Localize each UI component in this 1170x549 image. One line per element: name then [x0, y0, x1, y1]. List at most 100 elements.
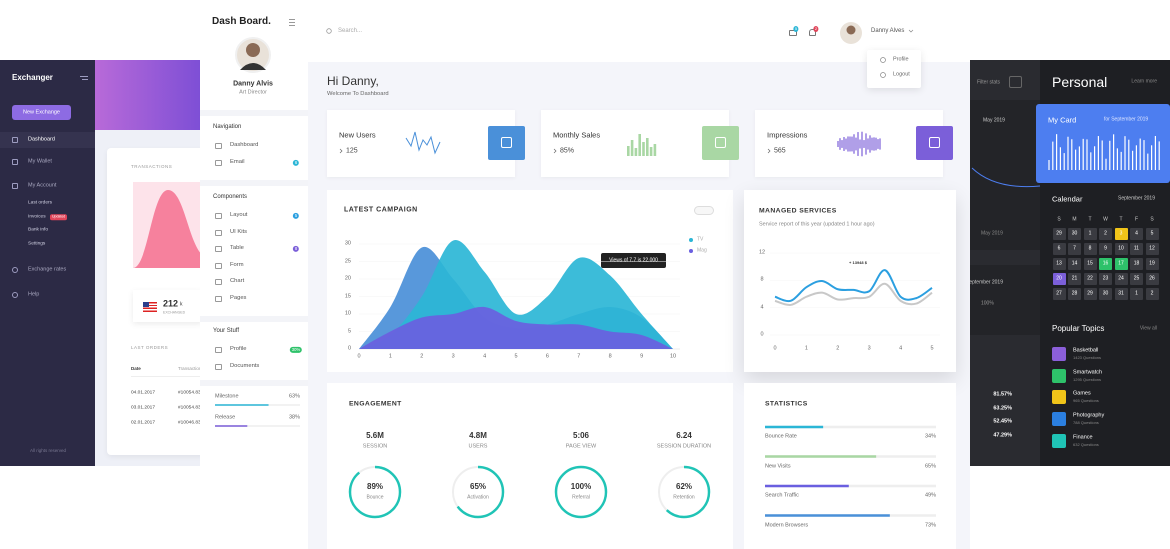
- submenu-item[interactable]: Bank info: [28, 227, 49, 233]
- panel-link[interactable]: Learn more: [1131, 78, 1157, 85]
- day-cell[interactable]: [1083, 243, 1097, 255]
- day-cell[interactable]: [1145, 273, 1159, 285]
- day-cell[interactable]: [1130, 288, 1143, 300]
- day-cell[interactable]: [1130, 228, 1143, 240]
- day-cell[interactable]: [1083, 228, 1097, 240]
- day: 18: [1133, 260, 1140, 267]
- topics-link[interactable]: View all: [1139, 325, 1157, 332]
- nav-item[interactable]: Profile: [230, 346, 247, 353]
- day-cell[interactable]: [1130, 273, 1143, 285]
- topic-name[interactable]: Finance: [1073, 434, 1093, 441]
- nav-item[interactable]: Dashboard: [230, 142, 259, 149]
- day-cell[interactable]: [1130, 243, 1143, 255]
- day-cell[interactable]: [1068, 288, 1081, 300]
- nav-item[interactable]: Email: [230, 158, 245, 165]
- notification-badge: 5: [793, 26, 799, 32]
- stat-card: [541, 110, 729, 177]
- left-app: Exchanger New Exchange Dashboard My Wallet M…: [0, 60, 200, 466]
- day-cell[interactable]: [1099, 288, 1112, 300]
- menu-item[interactable]: My Account: [28, 182, 57, 189]
- legend-label: TV: [697, 236, 704, 243]
- day-cell[interactable]: [1130, 258, 1143, 270]
- campaign-card: [327, 190, 733, 372]
- day-cell[interactable]: [1068, 273, 1081, 285]
- day-cell[interactable]: [1052, 228, 1066, 240]
- day-cell[interactable]: [1052, 288, 1066, 300]
- day-cell[interactable]: [1068, 258, 1081, 270]
- day-cell[interactable]: [1068, 243, 1081, 255]
- menu-toggle[interactable]: [289, 19, 295, 20]
- day-cell[interactable]: [1114, 288, 1128, 300]
- filter-label[interactable]: Filter stats: [977, 79, 1001, 86]
- menu-item[interactable]: My Wallet: [28, 158, 52, 165]
- day-cell[interactable]: [1083, 258, 1097, 270]
- tooltip-text: Views of 7.7 is 22.000: [609, 257, 658, 263]
- nav-item[interactable]: Pages: [230, 294, 247, 301]
- day-cell[interactable]: [1114, 273, 1128, 285]
- menu-item[interactable]: Exchange rates: [28, 266, 67, 273]
- topic-count: 1423 Questions: [1073, 355, 1102, 360]
- brand: Exchanger: [12, 73, 53, 82]
- menu-item[interactable]: Dashboard: [28, 136, 55, 143]
- nav-item[interactable]: Form: [230, 261, 244, 268]
- topic-name[interactable]: Photography: [1073, 412, 1105, 419]
- submenu-item[interactable]: Invoices: [28, 214, 46, 220]
- day-cell[interactable]: [1068, 228, 1081, 240]
- user-name[interactable]: Danny Alves: [871, 28, 905, 34]
- day-cell[interactable]: [1052, 273, 1066, 285]
- day-cell[interactable]: [1145, 288, 1159, 300]
- user-name[interactable]: Danny Alvis: [233, 80, 273, 88]
- day-cell[interactable]: [1114, 243, 1128, 255]
- day: 14: [1071, 260, 1078, 267]
- nav-item[interactable]: Table: [230, 245, 244, 252]
- day-cell[interactable]: [1083, 288, 1097, 300]
- topic-name[interactable]: Smartwatch: [1073, 368, 1103, 375]
- menu-toggle[interactable]: [82, 79, 88, 80]
- button-label[interactable]: New Exchange: [23, 108, 60, 115]
- order-cell: 03.01.2017: [131, 405, 156, 411]
- day-cell[interactable]: [1083, 273, 1097, 285]
- day-cell[interactable]: [1114, 258, 1128, 270]
- filter-icon[interactable]: [1009, 76, 1022, 88]
- day-cell[interactable]: [1099, 273, 1112, 285]
- rate: 81.57%: [993, 391, 1012, 398]
- dropdown-item[interactable]: Profile: [893, 56, 909, 63]
- nav-item[interactable]: Documents: [230, 362, 260, 369]
- day-cell[interactable]: [1099, 243, 1112, 255]
- day-cell[interactable]: [1099, 228, 1112, 240]
- column-header: Date: [131, 365, 141, 371]
- nav-item[interactable]: Chart: [230, 278, 245, 285]
- day-cell[interactable]: [1052, 258, 1066, 270]
- nav-item[interactable]: UI Kits: [230, 228, 248, 235]
- search-input[interactable]: Search...: [338, 28, 363, 34]
- new-exchange-button[interactable]: [12, 105, 71, 120]
- day: 26: [1149, 275, 1155, 282]
- mail-icon[interactable]: [789, 30, 797, 36]
- dropdown-item[interactable]: Logout: [893, 71, 910, 78]
- day: 21: [1071, 275, 1078, 282]
- day-cell[interactable]: [1114, 228, 1128, 240]
- stat-name: Bounce Rate: [765, 433, 797, 440]
- submenu-item[interactable]: Last orders: [28, 200, 52, 206]
- day-cell[interactable]: [1099, 258, 1112, 270]
- nav-item[interactable]: Layout: [230, 212, 248, 219]
- day-cell[interactable]: [1052, 243, 1066, 255]
- menu-item[interactable]: Help: [28, 291, 40, 298]
- topic-name[interactable]: Games: [1073, 390, 1091, 397]
- toggle[interactable]: [694, 206, 714, 215]
- calendar-month[interactable]: September 2019: [1118, 195, 1155, 202]
- bell-icon[interactable]: [809, 29, 816, 36]
- column-header: Transaction: [178, 365, 200, 371]
- menu-icon: [12, 183, 18, 189]
- submenu-item[interactable]: Settings: [28, 241, 46, 247]
- day-cell[interactable]: [1145, 258, 1159, 270]
- flag-canton: [143, 302, 149, 307]
- badge: Updated: [50, 214, 68, 220]
- day-cell[interactable]: [1145, 243, 1159, 255]
- menu-toggle[interactable]: [289, 25, 295, 26]
- greeting-title: Hi Danny,: [327, 74, 379, 88]
- topic-name[interactable]: Basketball: [1073, 347, 1099, 354]
- menu-toggle[interactable]: [80, 76, 88, 77]
- menu-toggle[interactable]: [289, 22, 295, 23]
- day-cell[interactable]: [1145, 228, 1159, 240]
